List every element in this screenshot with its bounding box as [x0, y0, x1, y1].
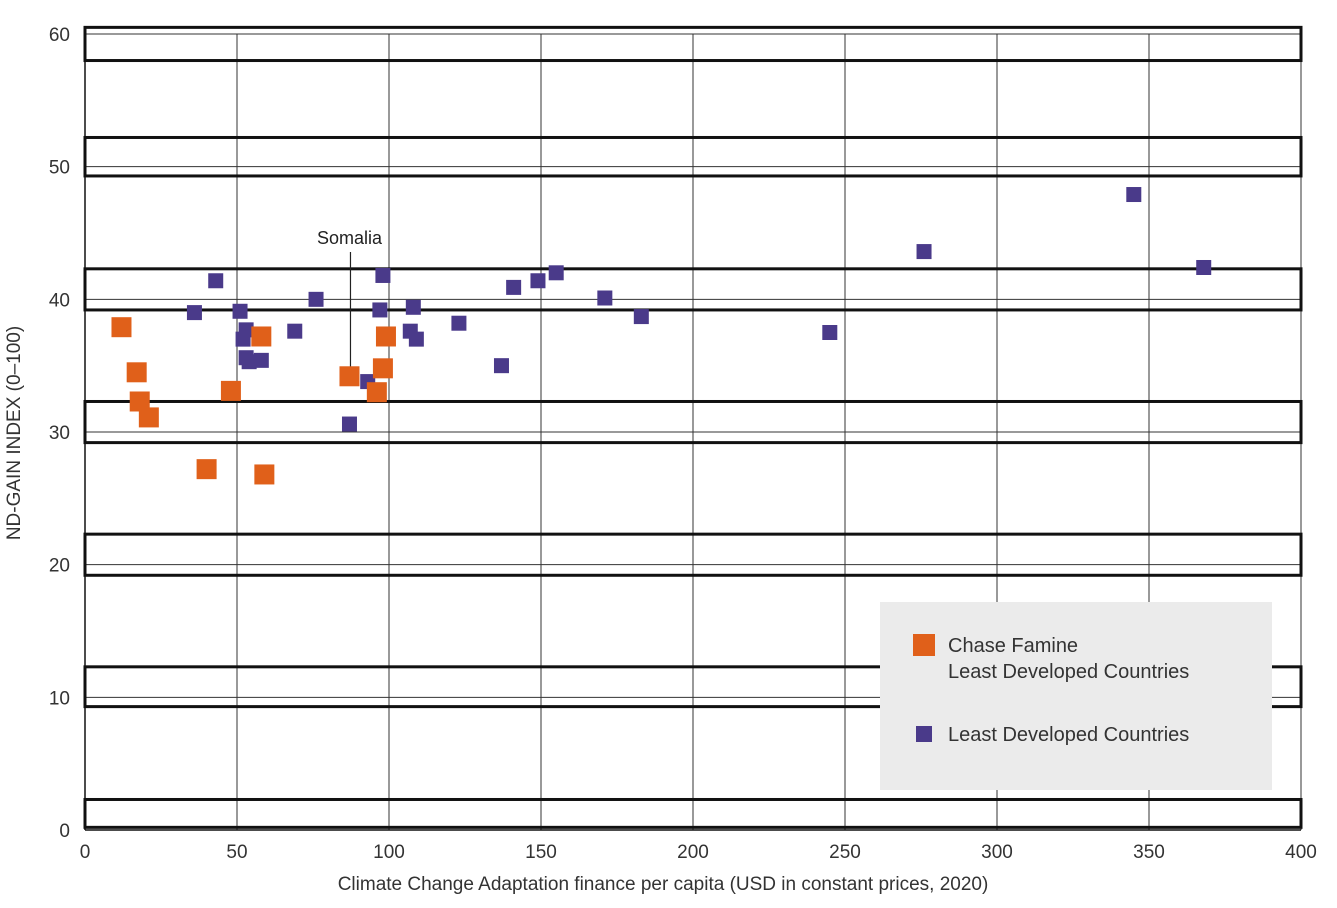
point-chase-famine: [366, 382, 387, 403]
point-ldc: [208, 273, 224, 289]
point-ldc: [633, 309, 649, 325]
annotation-label: Somalia: [317, 228, 383, 248]
point-chase-famine: [196, 459, 217, 480]
point-ldc: [916, 244, 932, 260]
x-tick-label: 300: [981, 842, 1013, 863]
x-tick-label: 200: [677, 842, 709, 863]
axes: 0 50 100 150 200 250 300 350 400 0 10 20 30 40 50 60: [49, 25, 1317, 863]
point-ldc: [405, 299, 421, 315]
point-chase-famine: [372, 358, 393, 379]
point-ldc: [253, 352, 269, 368]
y-tick-label: 10: [49, 688, 70, 709]
x-tick-label: 0: [80, 842, 91, 863]
point-ldc: [548, 265, 564, 281]
point-ldc: [822, 325, 838, 340]
point-chase-famine: [339, 366, 360, 387]
legend-label-chase-famine: Chase Famine Least Developed Countries: [948, 635, 1189, 683]
point-chase-famine: [129, 391, 150, 412]
point-ldc: [241, 354, 257, 370]
point-ldc: [186, 305, 202, 321]
annotations: Somalia: [317, 228, 383, 377]
point-ldc: [238, 322, 254, 338]
point-ldc: [1126, 187, 1142, 203]
point-ldc: [451, 315, 467, 331]
point-ldc: [232, 303, 248, 319]
y-tick-label: 40: [49, 290, 70, 311]
x-tick-label: 50: [226, 842, 247, 863]
y-tick-label: 20: [49, 556, 70, 577]
point-ldc: [408, 331, 424, 347]
point-ldc: [597, 290, 613, 306]
legend-swatch-chase-famine: [913, 634, 935, 656]
x-tick-label: 400: [1285, 842, 1317, 863]
x-axis-title: Climate Change Adaptation finance per ca…: [338, 874, 989, 895]
point-chase-famine: [220, 380, 241, 401]
grid: [84, 33, 1302, 831]
point-chase-famine: [375, 326, 396, 347]
x-tick-label: 250: [829, 842, 861, 863]
point-chase-famine: [138, 407, 159, 428]
y-axis-title: ND-GAIN INDEX (0–100): [4, 326, 25, 540]
legend-background: [880, 602, 1272, 790]
point-chase-famine: [251, 326, 272, 347]
y-tick-label: 30: [49, 423, 70, 444]
x-tick-label: 150: [525, 842, 557, 863]
legend-swatch-ldc: [916, 726, 932, 742]
x-tick-label: 350: [1133, 842, 1165, 863]
point-ldc: [506, 279, 522, 295]
x-tick-label: 100: [373, 842, 405, 863]
y-tick-label: 50: [49, 158, 70, 179]
point-chase-famine: [254, 464, 275, 485]
point-ldc: [530, 273, 546, 289]
y-tick-label: 0: [59, 821, 70, 842]
point-ldc: [308, 291, 324, 307]
point-ldc: [341, 416, 357, 432]
y-tick-label: 60: [49, 25, 70, 46]
point-chase-famine: [111, 317, 132, 338]
data-points: [111, 187, 1212, 485]
point-ldc: [375, 267, 391, 283]
legend-label-ldc: Least Developed Countries: [948, 724, 1189, 746]
point-ldc: [1196, 259, 1212, 275]
point-ldc: [372, 302, 388, 318]
legend: Chase Famine Least Developed Countries Le…: [880, 602, 1272, 790]
point-ldc: [493, 358, 509, 374]
point-ldc: [287, 323, 303, 339]
point-chase-famine: [126, 362, 147, 383]
